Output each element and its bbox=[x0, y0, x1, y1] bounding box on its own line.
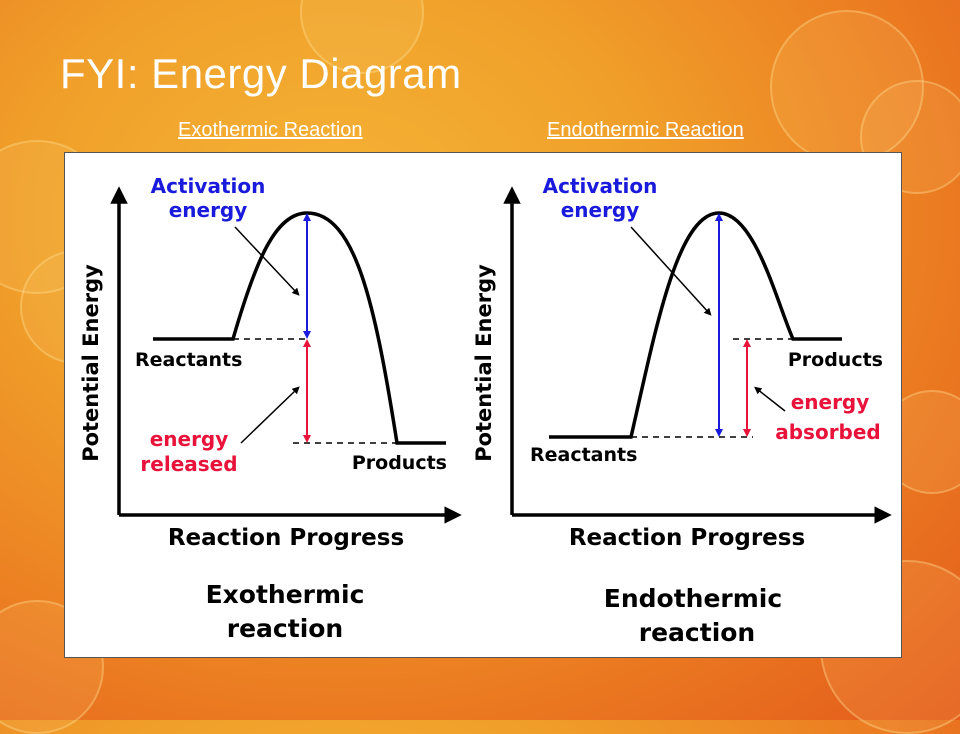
exo-caption-line-1: Exothermic bbox=[206, 580, 365, 609]
exo-y-axis-label: Potential Energy bbox=[79, 264, 103, 462]
endo-reactants-label: Reactants bbox=[530, 444, 637, 466]
energy-diagram-panel: Potential Energy Reaction Progress Activ… bbox=[64, 152, 902, 658]
energy-diagram-canvas: Potential Energy Reaction Progress Activ… bbox=[79, 174, 892, 647]
endo-activation-pointer bbox=[630, 226, 712, 316]
exo-energy-released-label-1: energy bbox=[150, 427, 229, 451]
endo-activation-label-1: Activation bbox=[543, 174, 658, 198]
exo-released-pointer bbox=[240, 386, 300, 444]
exo-caption-line-2: reaction bbox=[227, 614, 343, 643]
exo-reactants-label: Reactants bbox=[135, 349, 242, 371]
exothermic-reaction-link[interactable]: Exothermic Reaction bbox=[178, 119, 363, 141]
endothermic-diagram: Potential Energy Reaction Progress Activ… bbox=[472, 174, 892, 647]
endo-products-label: Products bbox=[788, 349, 883, 371]
endo-y-axis-label: Potential Energy bbox=[472, 264, 496, 462]
exo-products-label: Products bbox=[352, 452, 447, 474]
endo-caption-line-1: Endothermic bbox=[604, 584, 782, 613]
exo-activation-label-2: energy bbox=[169, 198, 248, 222]
endo-caption-line-2: reaction bbox=[639, 618, 755, 647]
exo-activation-pointer bbox=[234, 226, 300, 296]
endo-energy-curve bbox=[549, 211, 842, 439]
exothermic-diagram: Potential Energy Reaction Progress Activ… bbox=[79, 174, 462, 643]
endo-energy-absorbed-label-2: absorbed bbox=[775, 420, 881, 444]
exo-energy-curve bbox=[153, 211, 446, 445]
endothermic-reaction-link[interactable]: Endothermic Reaction bbox=[547, 119, 744, 141]
endo-activation-label-2: energy bbox=[561, 198, 640, 222]
endo-energy-absorbed-label-1: energy bbox=[791, 390, 870, 414]
slide-title: FYI: Energy Diagram bbox=[60, 50, 462, 97]
exo-activation-label-1: Activation bbox=[151, 174, 266, 198]
exo-energy-released-label-2: released bbox=[140, 452, 237, 476]
endo-x-axis-label: Reaction Progress bbox=[569, 525, 805, 551]
endo-absorbed-pointer bbox=[754, 386, 786, 412]
exo-x-axis-label: Reaction Progress bbox=[168, 525, 404, 551]
